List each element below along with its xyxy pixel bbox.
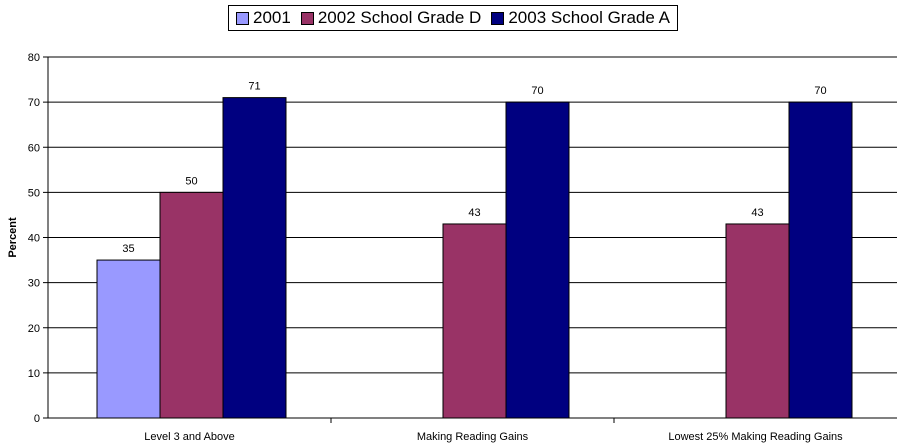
x-tick-label-1: Making Reading Gains [417, 431, 529, 443]
y-axis-label: Percent [7, 217, 19, 258]
legend-swatch-2002 [300, 11, 314, 25]
chart-legend: 2001 2002 School Grade D 2003 School Gra… [228, 5, 678, 31]
y-tick-label-0: 0 [34, 413, 40, 425]
legend-item-2001: 2001 [236, 8, 291, 28]
data-label-2002-2: 43 [751, 207, 763, 219]
legend-swatch-2003 [491, 11, 505, 25]
data-label-2003-1: 70 [531, 85, 543, 97]
bar-2003-2 [788, 101, 853, 419]
data-label-2003-2: 70 [814, 85, 826, 97]
y-tick-label-20: 20 [28, 323, 40, 335]
bar-2003-1 [505, 101, 570, 419]
bar-2002-0 [159, 191, 224, 419]
bar-2003-0 [222, 97, 287, 419]
data-label-2003-0: 71 [248, 81, 260, 93]
bar-2002-1 [442, 223, 507, 419]
data-label-2001-0: 35 [122, 243, 134, 255]
legend-swatch-2001 [236, 11, 249, 25]
legend-item-2003: 2003 School Grade A [491, 8, 670, 28]
y-tick-label-60: 60 [28, 142, 40, 154]
y-tick-label-50: 50 [28, 187, 40, 199]
y-tick-label-70: 70 [28, 97, 40, 109]
y-tick-label-40: 40 [28, 233, 40, 245]
legend-item-2002: 2002 School Grade D [300, 8, 482, 28]
x-tick-label-0: Level 3 and Above [144, 431, 235, 443]
legend-label-2003: 2003 School Grade A [508, 8, 670, 27]
y-tick-label-10: 10 [28, 368, 40, 380]
legend-label-2001: 2001 [253, 8, 291, 27]
legend-label-2002: 2002 School Grade D [317, 8, 482, 27]
y-tick-label-80: 80 [28, 52, 40, 64]
x-tick-label-2: Lowest 25% Making Reading Gains [668, 431, 843, 443]
data-label-2002-1: 43 [468, 207, 480, 219]
bar-2002-2 [725, 223, 790, 419]
data-label-2002-0: 50 [185, 175, 197, 187]
y-tick-label-30: 30 [28, 278, 40, 290]
bar-2001-0 [96, 259, 161, 419]
